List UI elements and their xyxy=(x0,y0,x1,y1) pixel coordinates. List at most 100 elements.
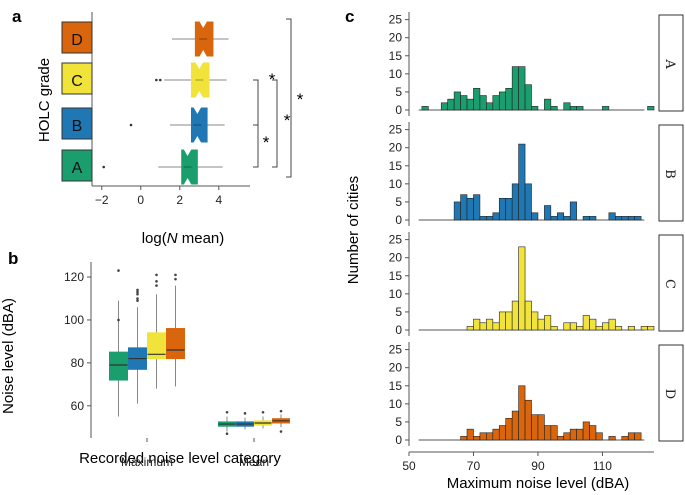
box-B xyxy=(190,107,208,143)
hist-bar-B xyxy=(453,201,461,221)
hist-bar-D xyxy=(589,425,597,441)
hist-bar-D xyxy=(473,436,481,441)
panel-a-x-axis-label: log(N mean) xyxy=(142,230,225,247)
panel-c-x-tick-label: 50 xyxy=(402,459,416,473)
hist-bar-C xyxy=(492,322,500,331)
hist-bar-B xyxy=(518,143,526,221)
panel-c-y-tick-label: 10 xyxy=(389,67,403,81)
hist-bar-C xyxy=(524,300,532,331)
b-outlier xyxy=(261,410,265,414)
panel-b-y-tick-label: 100 xyxy=(64,313,84,327)
hist-bar-D xyxy=(627,432,635,441)
panel-c-y-tick-label: 0 xyxy=(395,433,402,447)
grade-box-B xyxy=(61,107,93,140)
hist-bar-D xyxy=(582,421,590,441)
hist-bar-C xyxy=(479,322,487,331)
hist-bar-D xyxy=(537,414,545,441)
hist-bar-A xyxy=(479,95,487,111)
hist-bar-B xyxy=(524,183,532,221)
hist-bar-D xyxy=(563,432,571,441)
panel-c-x-tick-label: 90 xyxy=(531,459,545,473)
panel-b-x-tick-label: Mean xyxy=(239,455,269,469)
hist-bar-C xyxy=(647,326,655,331)
facet-strip-label-D: D xyxy=(662,389,677,399)
outlier-C xyxy=(158,78,162,82)
grade-box-label-B: B xyxy=(72,118,83,135)
hist-bar-C xyxy=(563,322,571,331)
hist-bar-B xyxy=(531,212,539,221)
hist-bar-B xyxy=(556,212,565,221)
hist-bar-C xyxy=(608,318,616,331)
panel-b-letter: b xyxy=(8,249,18,268)
b-outlier xyxy=(117,318,120,322)
panel-a-y-axis-label: HOLC grade xyxy=(36,58,53,142)
hist-bar-A xyxy=(524,84,532,111)
hist-bar-B xyxy=(473,194,481,221)
outlier-B xyxy=(129,123,133,127)
b-outlier xyxy=(155,284,158,287)
b-outlier xyxy=(174,277,177,281)
hist-bar-A xyxy=(447,98,455,111)
hist-bar-A xyxy=(544,98,552,111)
hist-bar-C xyxy=(473,318,481,331)
b-outlier xyxy=(279,409,283,413)
b-outlier xyxy=(136,297,139,300)
panel-c-y-tick-label: 10 xyxy=(389,397,403,411)
hist-bar-B xyxy=(627,216,635,221)
hist-bar-C xyxy=(595,326,603,331)
hist-bar-A xyxy=(440,102,448,111)
hist-bar-C xyxy=(466,326,474,331)
hist-bar-A xyxy=(453,91,461,111)
panel-c-y-tick-label: 15 xyxy=(389,49,403,63)
panel-c-y-tick-label: 0 xyxy=(395,323,402,337)
hist-bar-A xyxy=(460,95,468,111)
hist-bar-C xyxy=(569,322,577,331)
panel-c-y-tick-label: 20 xyxy=(389,141,403,155)
hist-bar-C xyxy=(498,311,507,331)
hist-bar-B xyxy=(544,205,552,221)
panel-a-x-tick-label: 2 xyxy=(176,193,183,207)
b-outlier xyxy=(243,412,247,415)
significance-bracket xyxy=(286,18,292,178)
hist-bar-D xyxy=(608,436,616,441)
b-outlier xyxy=(279,430,283,433)
panel-c-y-tick-label: 15 xyxy=(389,159,403,173)
hist-bar-B xyxy=(505,198,513,221)
significance-star: * xyxy=(297,90,304,109)
panel-c-y-tick-label: 5 xyxy=(395,85,402,99)
hist-bar-B xyxy=(511,183,519,221)
panel-c-x-tick-label: 110 xyxy=(593,459,612,473)
hist-bar-C xyxy=(627,326,635,331)
panel-c-x-axis-label: Maximum noise level (dBA) xyxy=(447,475,630,492)
hist-bar-C xyxy=(486,318,494,331)
hist-bar-A xyxy=(498,91,507,111)
hist-bar-C xyxy=(505,311,513,331)
grade-box-label-A: A xyxy=(72,160,83,177)
hist-bar-D xyxy=(569,428,577,441)
hist-bar-A xyxy=(511,66,519,111)
hist-bar-C xyxy=(582,315,590,331)
box-C xyxy=(190,62,210,98)
panel-b-x-tick-label: Maximum xyxy=(121,455,173,469)
panel-c: c Number of cities Maximum noise level (… xyxy=(345,7,684,492)
hist-bar-A xyxy=(550,106,558,111)
hist-bar-B xyxy=(563,216,571,221)
box-A xyxy=(181,149,198,185)
facet-strip-D xyxy=(658,344,684,442)
hist-bar-D xyxy=(621,436,629,441)
hist-bar-C xyxy=(518,246,526,331)
panel-c-y-tick-label: 20 xyxy=(389,361,403,375)
hist-bar-B xyxy=(492,212,500,221)
hist-bar-B xyxy=(621,216,629,221)
panel-c-y-tick-label: 20 xyxy=(389,251,403,265)
hist-bar-D xyxy=(634,432,642,441)
hist-bar-A xyxy=(421,106,429,111)
grade-box-A xyxy=(61,149,93,182)
b-outlier xyxy=(174,273,177,277)
grade-box-D xyxy=(61,21,93,54)
panel-a-x-tick-label: −2 xyxy=(95,193,109,207)
panel-b-y-tick-label: 80 xyxy=(71,356,85,370)
panel-c-y-tick-label: 5 xyxy=(395,195,402,209)
hist-bar-C xyxy=(602,322,610,331)
